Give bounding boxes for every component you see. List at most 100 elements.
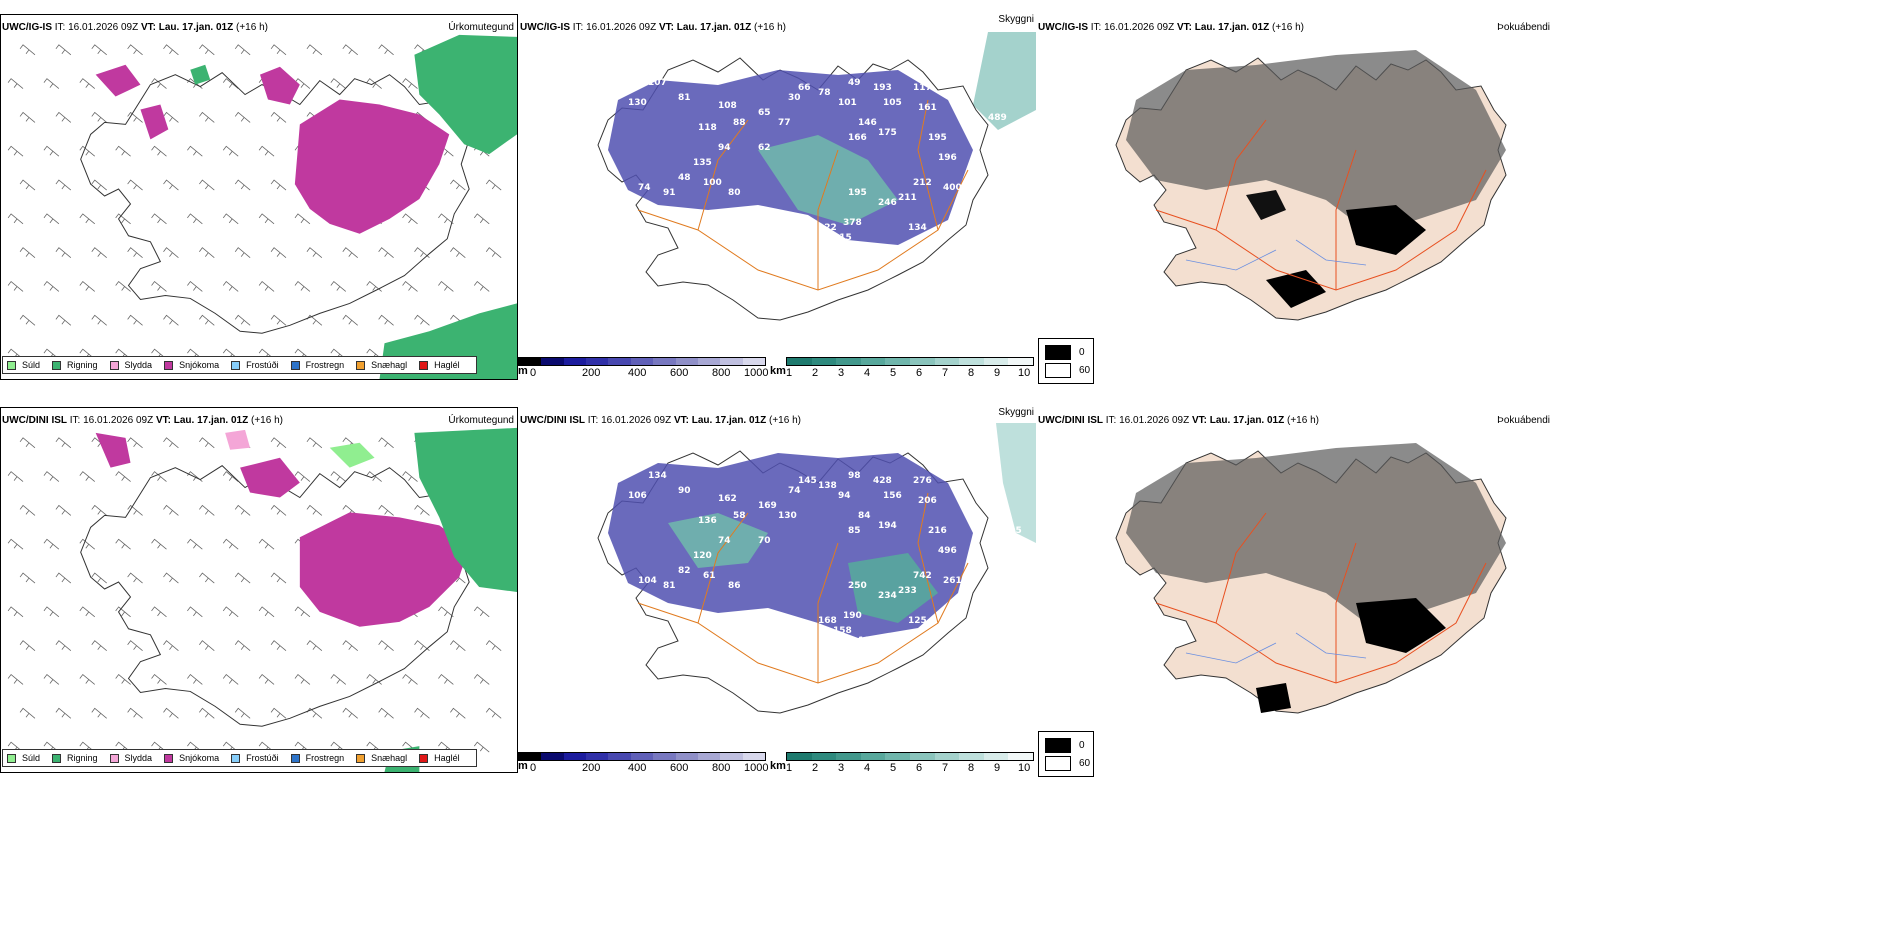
legend-item: Slydda (109, 753, 152, 763)
wind-barb (438, 674, 454, 685)
wind-barb (91, 640, 108, 652)
wind-barb (43, 538, 60, 550)
wind-barb (91, 247, 108, 259)
road-network (637, 99, 969, 291)
colorbar-swatch (787, 753, 812, 760)
wind-barb (366, 281, 383, 292)
visibility-value-label: 125 (908, 616, 927, 626)
visibility-value-label: 276 (913, 476, 932, 486)
fog-key-high-label: 60 (1079, 365, 1091, 376)
tick: 600 (670, 762, 689, 774)
visibility-value-label: 101 (838, 98, 857, 108)
legend-item: Haglél (419, 360, 460, 370)
colorbar-swatch (563, 753, 587, 760)
visibility-value-label: 88 (733, 118, 746, 128)
fog-key-low-label: 0 (1079, 347, 1085, 358)
visibility-value-label: 175 (878, 128, 897, 138)
wind-barb (163, 44, 179, 56)
legend-item: Frostregn (290, 360, 344, 370)
lead-time: (+16 h) (1272, 22, 1304, 33)
wind-barb (342, 707, 359, 719)
fog-panel-top: UWC/IG-IS IT: 16.01.2026 09Z VT: Lau. 17… (1036, 0, 1554, 460)
wind-barb (127, 640, 143, 652)
tick: 8 (968, 367, 975, 379)
colorbar-swatch (720, 753, 743, 760)
wind-barb (55, 640, 72, 652)
wind-barb (55, 505, 72, 516)
visibility-value-label: 134 (908, 223, 927, 233)
visibility-value-label: 194 (878, 521, 897, 531)
wind-barb (402, 213, 418, 225)
run-header: UWC/DINI ISL IT: 16.01.2026 09Z VT: Lau.… (2, 415, 283, 426)
visibility-value-label: 134 (648, 471, 667, 481)
visibility-value-label: 138 (818, 481, 837, 491)
wind-barb (234, 640, 251, 652)
visibility-value-label: 107 (648, 78, 667, 88)
visibility-value-label: 70 (758, 536, 771, 546)
panel-title: Úrkomutegund (448, 22, 514, 33)
wind-barb (19, 640, 36, 652)
visibility-value-label: 428 (873, 476, 892, 486)
wind-barb (402, 281, 418, 292)
tick: 1000 (744, 367, 769, 379)
legend-item: Súld (7, 360, 40, 370)
fog-key-white (1045, 363, 1071, 378)
visibility-value-label: 156 (883, 491, 902, 501)
road-network (1155, 119, 1487, 291)
visibility-panel-bottom: UWC/DINI ISL IT: 16.01.2026 09Z VT: Lau.… (518, 395, 1094, 855)
visibility-value-label: 66 (798, 83, 811, 93)
visibility-value-label: 168 (818, 616, 837, 626)
visibility-value-label: 129 (828, 636, 847, 646)
colorbar-swatch (983, 753, 1009, 760)
visibility-value-label: 158 (833, 626, 852, 636)
wind-barb (115, 281, 132, 292)
tick: 9 (994, 367, 1001, 379)
sea-visibility-area (973, 32, 1036, 130)
visibility-map: 93 107 130 81 108 88 118 74 91 48 100 80 62 135 94 30 65… (518, 30, 1036, 360)
wind-barb (7, 606, 24, 618)
colorbar-swatch (860, 753, 886, 760)
colorbar-swatch (697, 358, 721, 365)
tick: 4 (864, 367, 871, 379)
wind-barb (198, 314, 215, 326)
wind-barb (127, 572, 143, 584)
visibility-value-label: 206 (918, 496, 937, 506)
colorbar-km-swatches (786, 357, 1034, 366)
wind-barb (198, 505, 215, 516)
wind-barb (163, 640, 179, 652)
wind-barb (330, 78, 347, 89)
visibility-value-label: 82 (678, 566, 691, 576)
wind-barb (186, 281, 203, 292)
legend-swatch (52, 753, 62, 763)
colorbar-m-swatches (518, 752, 766, 761)
visibility-value-label: 120 (693, 551, 712, 561)
precip-panel-top: UWC/IG-IS IT: 16.01.2026 09Z VT: Lau. 17… (0, 0, 518, 460)
wind-barb (55, 247, 72, 259)
wind-barb (198, 44, 215, 56)
colorbar-swatch (675, 358, 698, 365)
wind-barb (342, 314, 359, 326)
wind-barb (55, 314, 72, 326)
wind-barb (79, 78, 96, 89)
visibility-value-label: 48 (678, 173, 691, 183)
wind-barb (163, 314, 179, 326)
legend-swatch (52, 360, 62, 370)
wind-barb (449, 640, 466, 652)
wind-barb (378, 44, 394, 56)
wind-barb (7, 213, 24, 225)
wind-barb (342, 44, 359, 56)
wind-barb (306, 505, 323, 516)
km-visibility-area-east (848, 553, 938, 623)
wind-barb (127, 437, 143, 449)
wind-barb (306, 707, 323, 719)
visibility-value-label: 195 (928, 133, 947, 143)
snow-area-nw (95, 432, 131, 468)
snow-area (294, 99, 450, 234)
wind-barb (7, 78, 24, 89)
precip-type-legend: Súld Rigning Slydda Snjókoma Frostúði Fr… (2, 356, 477, 374)
init-time: 16.01.2026 09Z (1119, 415, 1190, 426)
run-header: UWC/DINI ISL IT: 16.01.2026 09Z VT: Lau.… (520, 415, 801, 426)
valid-time: Lau. 17.jan. 01Z (1194, 22, 1270, 33)
wind-barb (7, 471, 24, 482)
init-time: 16.01.2026 09Z (68, 22, 139, 33)
